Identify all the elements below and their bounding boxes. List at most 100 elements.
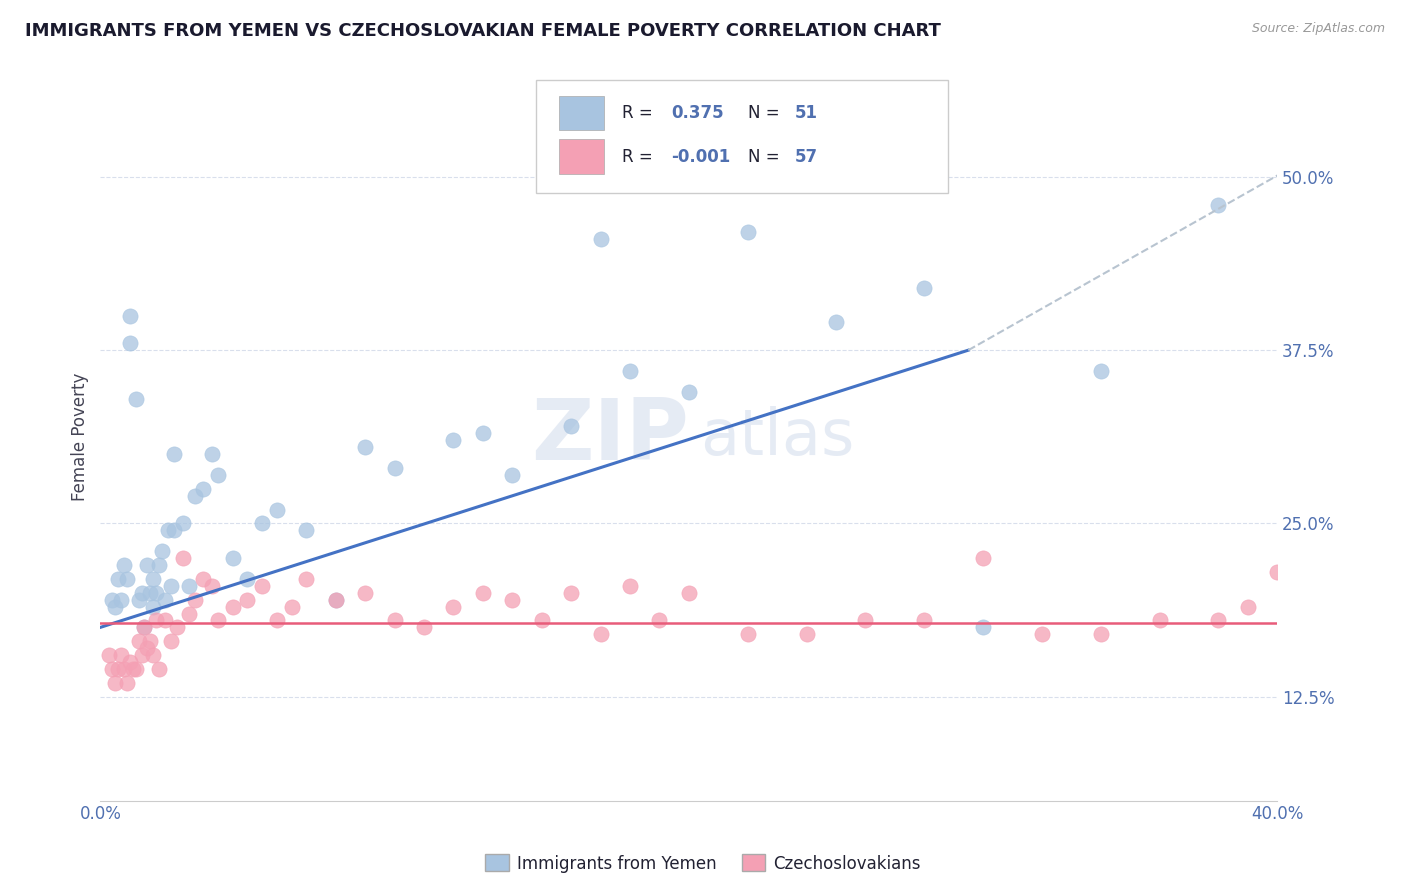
Point [678,384,700,399]
Point [737,627,759,641]
Y-axis label: Female Poverty: Female Poverty [72,373,89,501]
Point [737,226,759,240]
Point [441,599,464,614]
Point [110,648,132,662]
Point [560,585,582,599]
Point [118,309,141,323]
Point [236,592,259,607]
Point [183,489,205,503]
Point [145,585,167,599]
Point [250,579,273,593]
Point [796,627,818,641]
Point [183,592,205,607]
Point [222,599,245,614]
Point [101,592,124,607]
Point [139,634,162,648]
Point [560,419,582,434]
Point [295,572,318,586]
Point [266,502,288,516]
Point [193,482,215,496]
Point [501,467,523,482]
Point [280,599,302,614]
Point [110,592,132,607]
Point [112,662,135,676]
Text: 0.375: 0.375 [671,104,724,122]
Point [124,662,146,676]
Point [148,662,170,676]
Point [107,572,129,586]
Point [118,336,141,351]
FancyBboxPatch shape [560,95,605,130]
Point [150,544,173,558]
Point [1149,614,1171,628]
Point [172,551,194,566]
Point [131,648,153,662]
Point [384,614,406,628]
Point [325,592,347,607]
Point [222,551,245,566]
Point [148,558,170,572]
Point [160,579,183,593]
Text: atlas: atlas [700,406,855,467]
Text: ZIP: ZIP [531,395,689,478]
Point [678,585,700,599]
Point [471,426,494,441]
Text: R =: R = [621,104,658,122]
Point [1031,627,1053,641]
Point [1208,614,1230,628]
Text: R =: R = [621,148,658,166]
Point [166,620,188,634]
FancyBboxPatch shape [560,139,605,174]
Text: 51: 51 [794,104,818,122]
Legend: Immigrants from Yemen, Czechoslovakians: Immigrants from Yemen, Czechoslovakians [478,847,928,880]
Point [98,648,121,662]
Point [139,585,162,599]
Text: Source: ZipAtlas.com: Source: ZipAtlas.com [1251,22,1385,36]
Text: 57: 57 [794,148,818,166]
Point [266,614,288,628]
Point [853,614,876,628]
Point [118,655,141,669]
Point [121,662,143,676]
Point [501,592,523,607]
Point [128,634,150,648]
Text: N =: N = [748,104,785,122]
Point [193,572,215,586]
Text: -0.001: -0.001 [671,148,730,166]
Point [648,614,671,628]
Point [295,524,318,538]
Point [201,447,224,461]
Point [112,558,135,572]
Text: IMMIGRANTS FROM YEMEN VS CZECHOSLOVAKIAN FEMALE POVERTY CORRELATION CHART: IMMIGRANTS FROM YEMEN VS CZECHOSLOVAKIAN… [25,22,941,40]
Point [236,572,259,586]
Point [912,281,935,295]
Point [972,551,994,566]
Point [1265,565,1288,579]
Point [1090,364,1112,378]
Point [124,392,146,406]
Point [101,662,124,676]
Point [115,572,138,586]
Point [136,558,159,572]
Point [131,585,153,599]
Point [128,592,150,607]
Point [153,592,176,607]
Point [589,627,612,641]
Point [619,579,641,593]
Point [825,315,848,329]
Point [142,572,165,586]
Point [142,648,165,662]
Point [441,434,464,448]
Point [104,599,127,614]
Point [972,620,994,634]
Point [153,614,176,628]
FancyBboxPatch shape [536,80,948,193]
Point [354,440,377,454]
Point [177,607,200,621]
Point [207,614,229,628]
Point [250,516,273,531]
Point [589,232,612,246]
Point [134,620,156,634]
Point [619,364,641,378]
Point [136,641,159,656]
